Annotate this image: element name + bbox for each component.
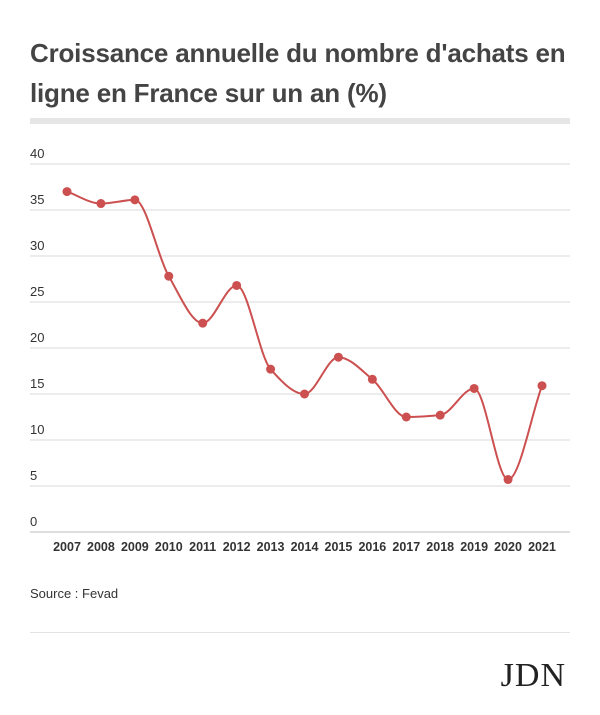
x-tick-label: 2020 xyxy=(494,540,522,554)
x-tick-label: 2013 xyxy=(257,540,285,554)
footer-divider xyxy=(30,632,570,633)
y-axis-ticks: 0 5 10 15 20 25 30 35 40 xyxy=(30,146,44,529)
data-point-2019 xyxy=(469,383,479,393)
x-tick-label: 2010 xyxy=(155,540,183,554)
x-tick-label: 2017 xyxy=(392,540,420,554)
source-note: Source : Fevad xyxy=(30,586,119,601)
series-line-group xyxy=(66,190,543,481)
chart-title: Croissance annuelle du nombre d'achats e… xyxy=(30,38,566,108)
data-point-2018 xyxy=(435,410,445,420)
x-tick-label: 2008 xyxy=(87,540,115,554)
data-points xyxy=(62,187,547,485)
x-tick-label: 2016 xyxy=(358,540,386,554)
data-point-2011 xyxy=(198,318,208,328)
data-point-2012 xyxy=(232,280,242,290)
line-chart: 0 5 10 15 20 25 30 35 40 2007 2008 2009 2010 2011 201… xyxy=(30,146,570,554)
x-axis-ticks: 2007 2008 2009 2010 2011 2012 2013 2014 2015 2016… xyxy=(53,540,556,554)
x-tick-label: 2018 xyxy=(426,540,454,554)
data-point-2015 xyxy=(333,352,343,362)
data-point-2013 xyxy=(266,364,276,374)
title-divider xyxy=(30,118,570,124)
y-tick-label: 10 xyxy=(30,422,44,437)
x-tick-label: 2012 xyxy=(223,540,251,554)
data-point-2020 xyxy=(503,475,513,485)
x-tick-label: 2011 xyxy=(189,540,216,554)
x-tick-label: 2009 xyxy=(121,540,149,554)
data-point-2014 xyxy=(300,389,309,399)
jdn-logo-text: JDN xyxy=(501,657,566,694)
series-line xyxy=(66,190,543,481)
data-point-2009 xyxy=(130,195,140,205)
y-tick-label: 25 xyxy=(30,284,44,299)
data-point-2016 xyxy=(367,374,377,384)
y-tick-label: 20 xyxy=(30,330,44,345)
data-point-2008 xyxy=(96,199,106,209)
x-tick-label: 2021 xyxy=(528,540,556,554)
y-tick-label: 5 xyxy=(30,468,37,483)
y-tick-label: 40 xyxy=(30,146,44,161)
y-tick-label: 35 xyxy=(30,192,44,207)
data-point-2021 xyxy=(537,381,547,391)
x-tick-label: 2014 xyxy=(291,540,319,554)
y-tick-label: 30 xyxy=(30,238,44,253)
gridlines xyxy=(30,163,570,533)
jdn-logo: JDN xyxy=(501,657,566,694)
data-point-2010 xyxy=(164,271,174,281)
x-tick-label: 2007 xyxy=(53,540,81,554)
y-tick-label: 0 xyxy=(30,514,37,529)
data-point-2007 xyxy=(62,187,72,197)
x-tick-label: 2015 xyxy=(325,540,353,554)
data-point-2017 xyxy=(401,412,411,422)
x-tick-label: 2019 xyxy=(460,540,488,554)
y-tick-label: 15 xyxy=(30,376,44,391)
